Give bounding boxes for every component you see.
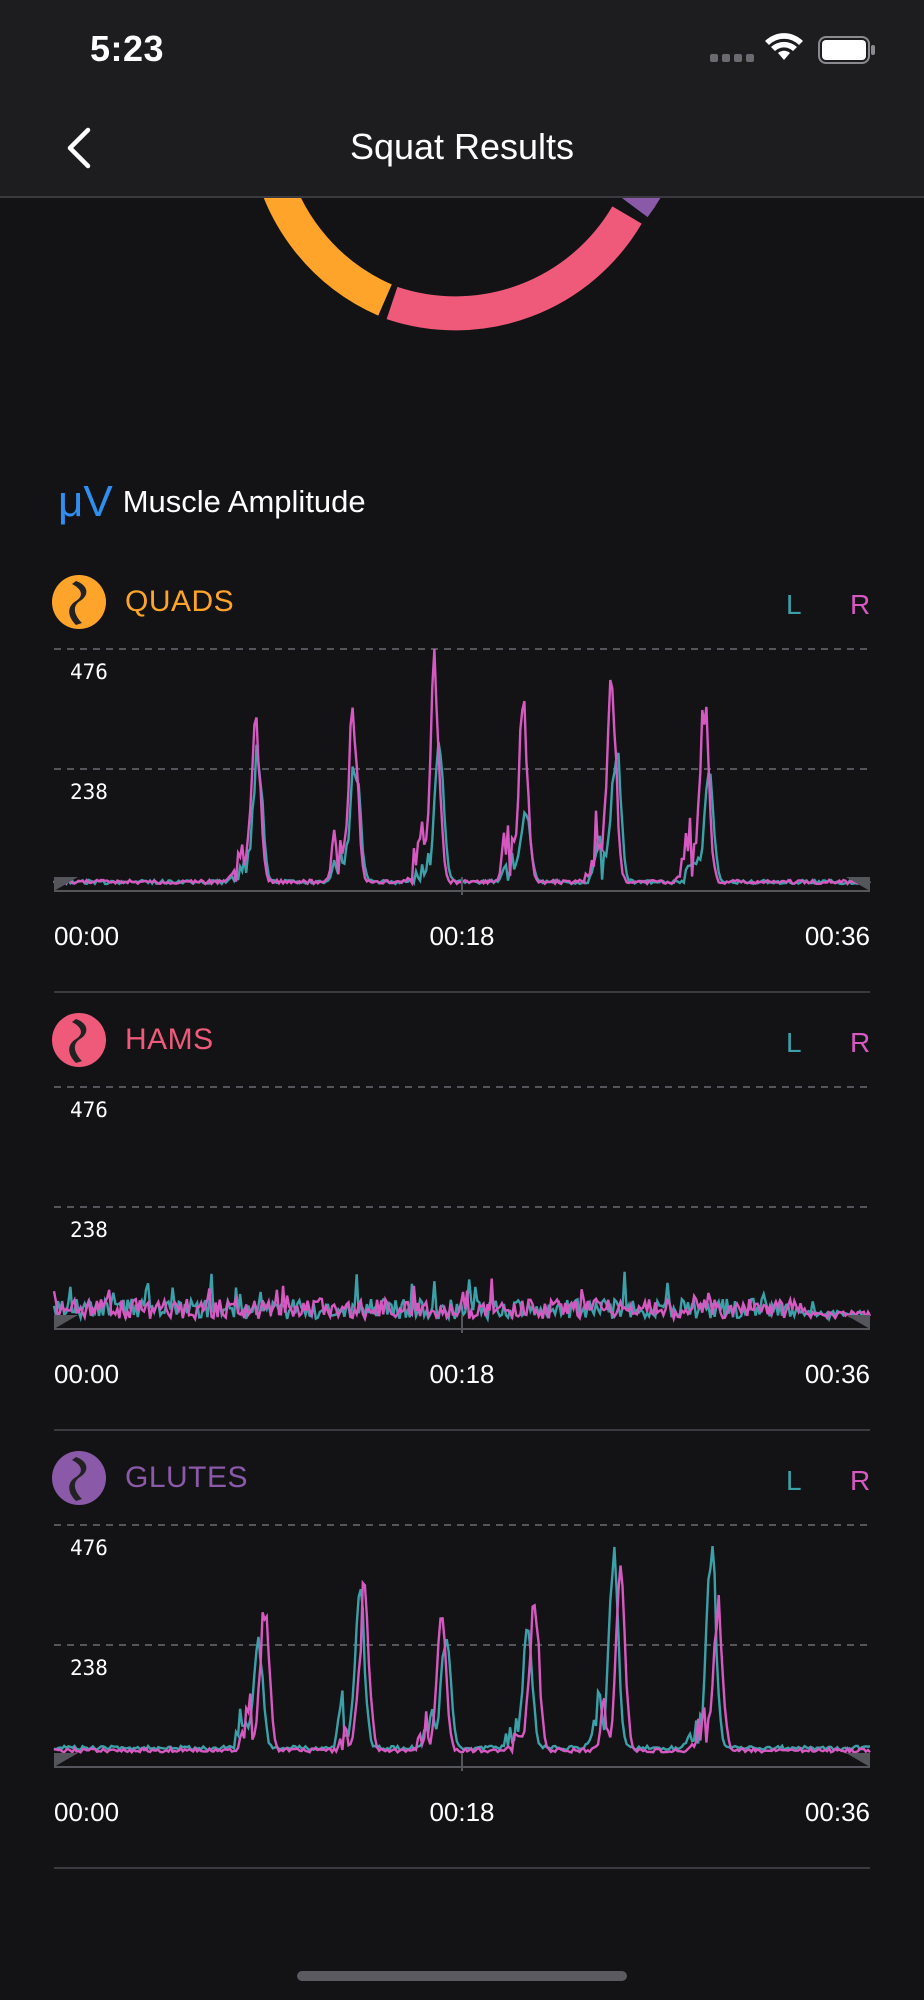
scrub-handle-right	[846, 877, 870, 891]
nav-bar: Squat Results	[0, 96, 924, 198]
microvolt-icon: μV	[58, 477, 113, 526]
series-right-line	[52, 648, 871, 887]
status-time: 5:23	[90, 28, 165, 69]
section-title: Muscle Amplitude	[122, 484, 366, 519]
legend-left: L	[786, 1027, 802, 1058]
x-tick-label: 00:36	[804, 921, 870, 951]
muscle-name: HAMS	[125, 1023, 214, 1056]
muscle-card-hams: HAMS L R 476 238 00:00 00:18 00:36	[0, 1013, 924, 1433]
legend-right: R	[850, 589, 871, 620]
page-title: Squat Results	[349, 126, 575, 167]
chevron-left-icon[interactable]	[60, 124, 100, 172]
y-tick-label: 238	[70, 1656, 108, 1680]
donut-segment-quads	[263, 198, 393, 316]
section-header: μV Muscle Amplitude	[58, 480, 366, 524]
quads-muscle-icon	[52, 575, 106, 629]
x-tick-label: 00:18	[429, 1359, 495, 1389]
y-tick-label: 476	[70, 1098, 108, 1122]
status-bar: 5:23	[0, 0, 924, 96]
y-tick-label: 476	[70, 660, 108, 684]
x-tick-label: 00:36	[804, 1797, 870, 1827]
x-tick-label: 00:00	[54, 921, 120, 951]
divider	[54, 1867, 870, 1869]
donut-segment-glutes	[621, 198, 661, 218]
divider	[54, 991, 870, 993]
scrub-handle-left	[54, 1315, 78, 1329]
muscle-card-glutes: GLUTES L R 476 238 00:00 00:18 00:36	[0, 1451, 924, 1871]
home-indicator[interactable]	[297, 1971, 627, 1981]
muscle-name: QUADS	[125, 585, 235, 618]
series-right-line	[52, 1278, 872, 1324]
y-tick-label: 238	[70, 780, 108, 804]
muscle-card-quads: QUADS L R 476 238 00:00 00:18 00:36	[0, 575, 924, 995]
hams-amplitude-chart: 476 238	[52, 1086, 872, 1333]
scrub-handle-left	[54, 1753, 78, 1767]
battery-icon	[818, 36, 875, 64]
wifi-icon	[765, 33, 803, 60]
signal-icon	[710, 54, 754, 64]
scrub-handle-left	[54, 877, 78, 891]
scrub-handle-right	[846, 1753, 870, 1767]
y-tick-label: 476	[70, 1536, 108, 1560]
legend-left: L	[786, 1465, 802, 1496]
series-left-line	[53, 1545, 871, 1752]
muscle-distribution-donut	[263, 198, 661, 331]
x-tick-label: 00:00	[54, 1359, 120, 1389]
y-tick-label: 238	[70, 1218, 108, 1242]
hams-muscle-icon	[52, 1013, 106, 1067]
x-tick-label: 00:18	[429, 1797, 495, 1827]
legend-left: L	[786, 589, 802, 620]
muscle-name: GLUTES	[125, 1461, 249, 1494]
glutes-amplitude-chart: 476 238	[53, 1524, 871, 1771]
legend-right: R	[850, 1027, 871, 1058]
scrub-handle-right	[846, 1315, 870, 1329]
series-left-line	[53, 741, 871, 887]
x-tick-label: 00:00	[54, 1797, 120, 1827]
divider	[54, 1429, 870, 1431]
donut-segment-hams	[386, 206, 642, 331]
series-right-line	[53, 1565, 871, 1756]
quads-amplitude-chart: 476 238	[52, 648, 871, 895]
glutes-muscle-icon	[52, 1451, 106, 1505]
x-tick-label: 00:18	[429, 921, 495, 951]
x-tick-label: 00:36	[804, 1359, 870, 1389]
legend-right: R	[850, 1465, 871, 1496]
